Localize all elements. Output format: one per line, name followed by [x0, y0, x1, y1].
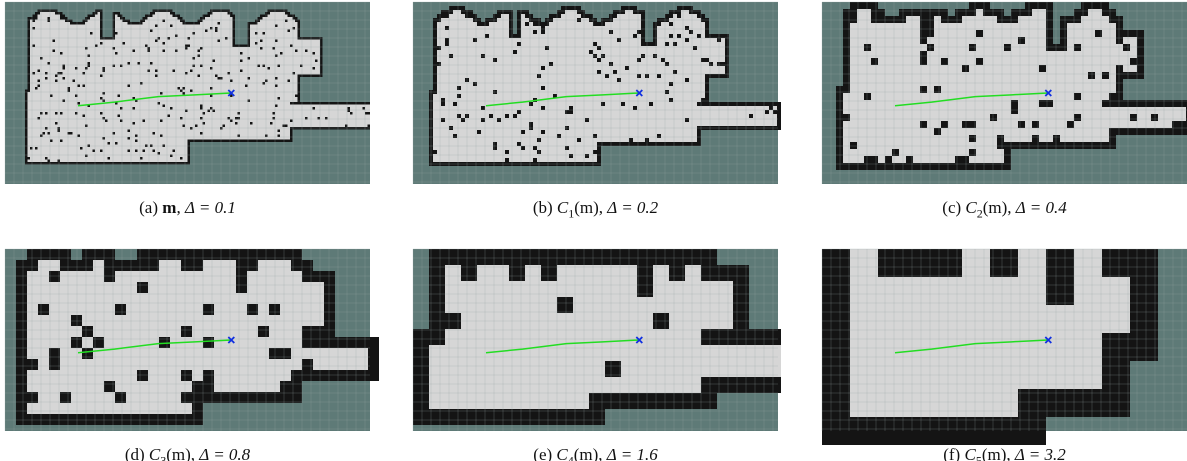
- caption: (d) C3(m), Δ = 0.8: [5, 445, 370, 461]
- caption-operator: C: [556, 445, 567, 461]
- caption-operator: C: [964, 445, 975, 461]
- caption-argument: (m),: [166, 445, 195, 461]
- map-panel: [5, 249, 379, 431]
- caption-operator: C: [149, 445, 160, 461]
- caption-argument: (m),: [574, 445, 603, 461]
- figure: (a) m, Δ = 0.1 (b) C1(m), Δ = 0.2 (c) C2…: [0, 0, 1187, 461]
- caption-delta: Δ = 0.8: [199, 445, 250, 461]
- caption-delta: Δ = 0.1: [185, 198, 236, 217]
- caption: (e) C4(m), Δ = 1.6: [413, 445, 778, 461]
- map-panel: [413, 2, 781, 184]
- caption-argument: (m),: [982, 445, 1011, 461]
- caption-label: (e): [533, 445, 552, 461]
- caption: (c) C2(m), Δ = 0.4: [822, 198, 1187, 221]
- caption-label: (c): [942, 198, 961, 217]
- caption-delta: Δ = 3.2: [1015, 445, 1066, 461]
- map-panel: [822, 2, 1187, 184]
- maps: [0, 0, 1187, 461]
- caption-delta: Δ = 0.2: [607, 198, 658, 217]
- caption-delta: Δ = 0.4: [1016, 198, 1067, 217]
- caption: (a) m, Δ = 0.1: [5, 198, 370, 218]
- caption-delta: Δ = 1.6: [607, 445, 658, 461]
- caption-argument: ,: [176, 198, 180, 217]
- caption-label: (a): [139, 198, 158, 217]
- caption: (b) C1(m), Δ = 0.2: [413, 198, 778, 221]
- caption-label: (b): [533, 198, 553, 217]
- caption-argument: (m),: [574, 198, 603, 217]
- caption-label: (d): [125, 445, 145, 461]
- caption-operator: C: [557, 198, 568, 217]
- caption: (f) C5(m), Δ = 3.2: [822, 445, 1187, 461]
- map-panel: [413, 249, 781, 431]
- map-panel: [822, 249, 1187, 445]
- caption-operator: C: [965, 198, 976, 217]
- caption-label: (f): [943, 445, 960, 461]
- map-panel: [5, 2, 370, 184]
- caption-argument: (m),: [983, 198, 1012, 217]
- caption-operator: m: [162, 198, 176, 217]
